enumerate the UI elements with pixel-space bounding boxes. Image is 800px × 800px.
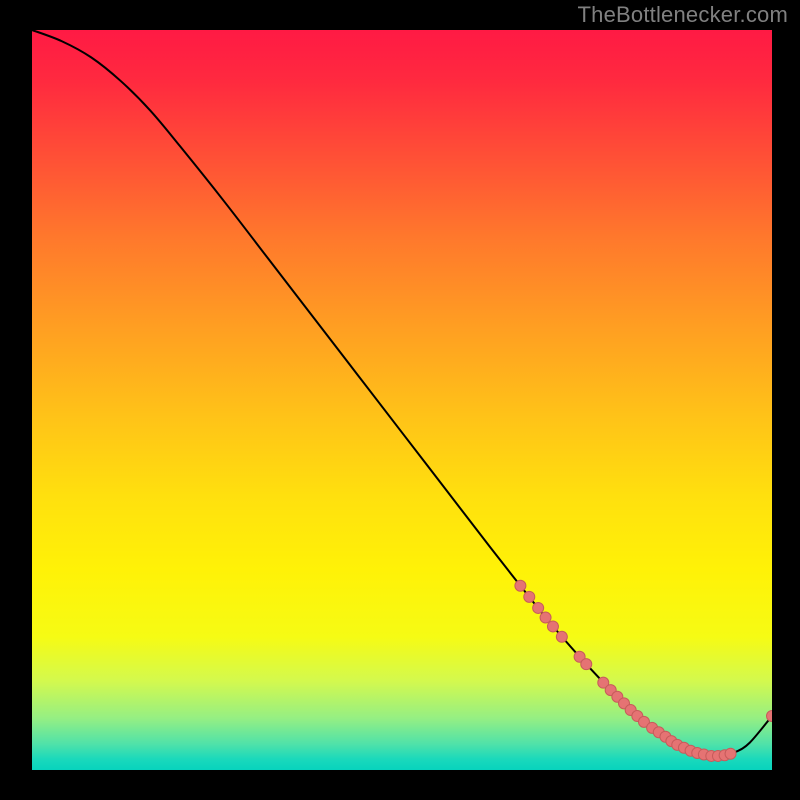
watermark-text: TheBottlenecker.com — [578, 2, 788, 28]
curve-marker — [725, 748, 736, 759]
curve-marker — [581, 659, 592, 670]
plot-background — [32, 30, 772, 770]
chart-svg — [32, 30, 772, 770]
curve-marker — [533, 602, 544, 613]
chart-frame: { "watermark": { "text": "TheBottlenecke… — [0, 0, 800, 800]
curve-marker — [524, 591, 535, 602]
curve-marker — [515, 580, 526, 591]
bottleneck-curve-chart — [32, 30, 772, 770]
curve-marker — [556, 631, 567, 642]
curve-marker — [547, 621, 558, 632]
curve-marker — [540, 612, 551, 623]
